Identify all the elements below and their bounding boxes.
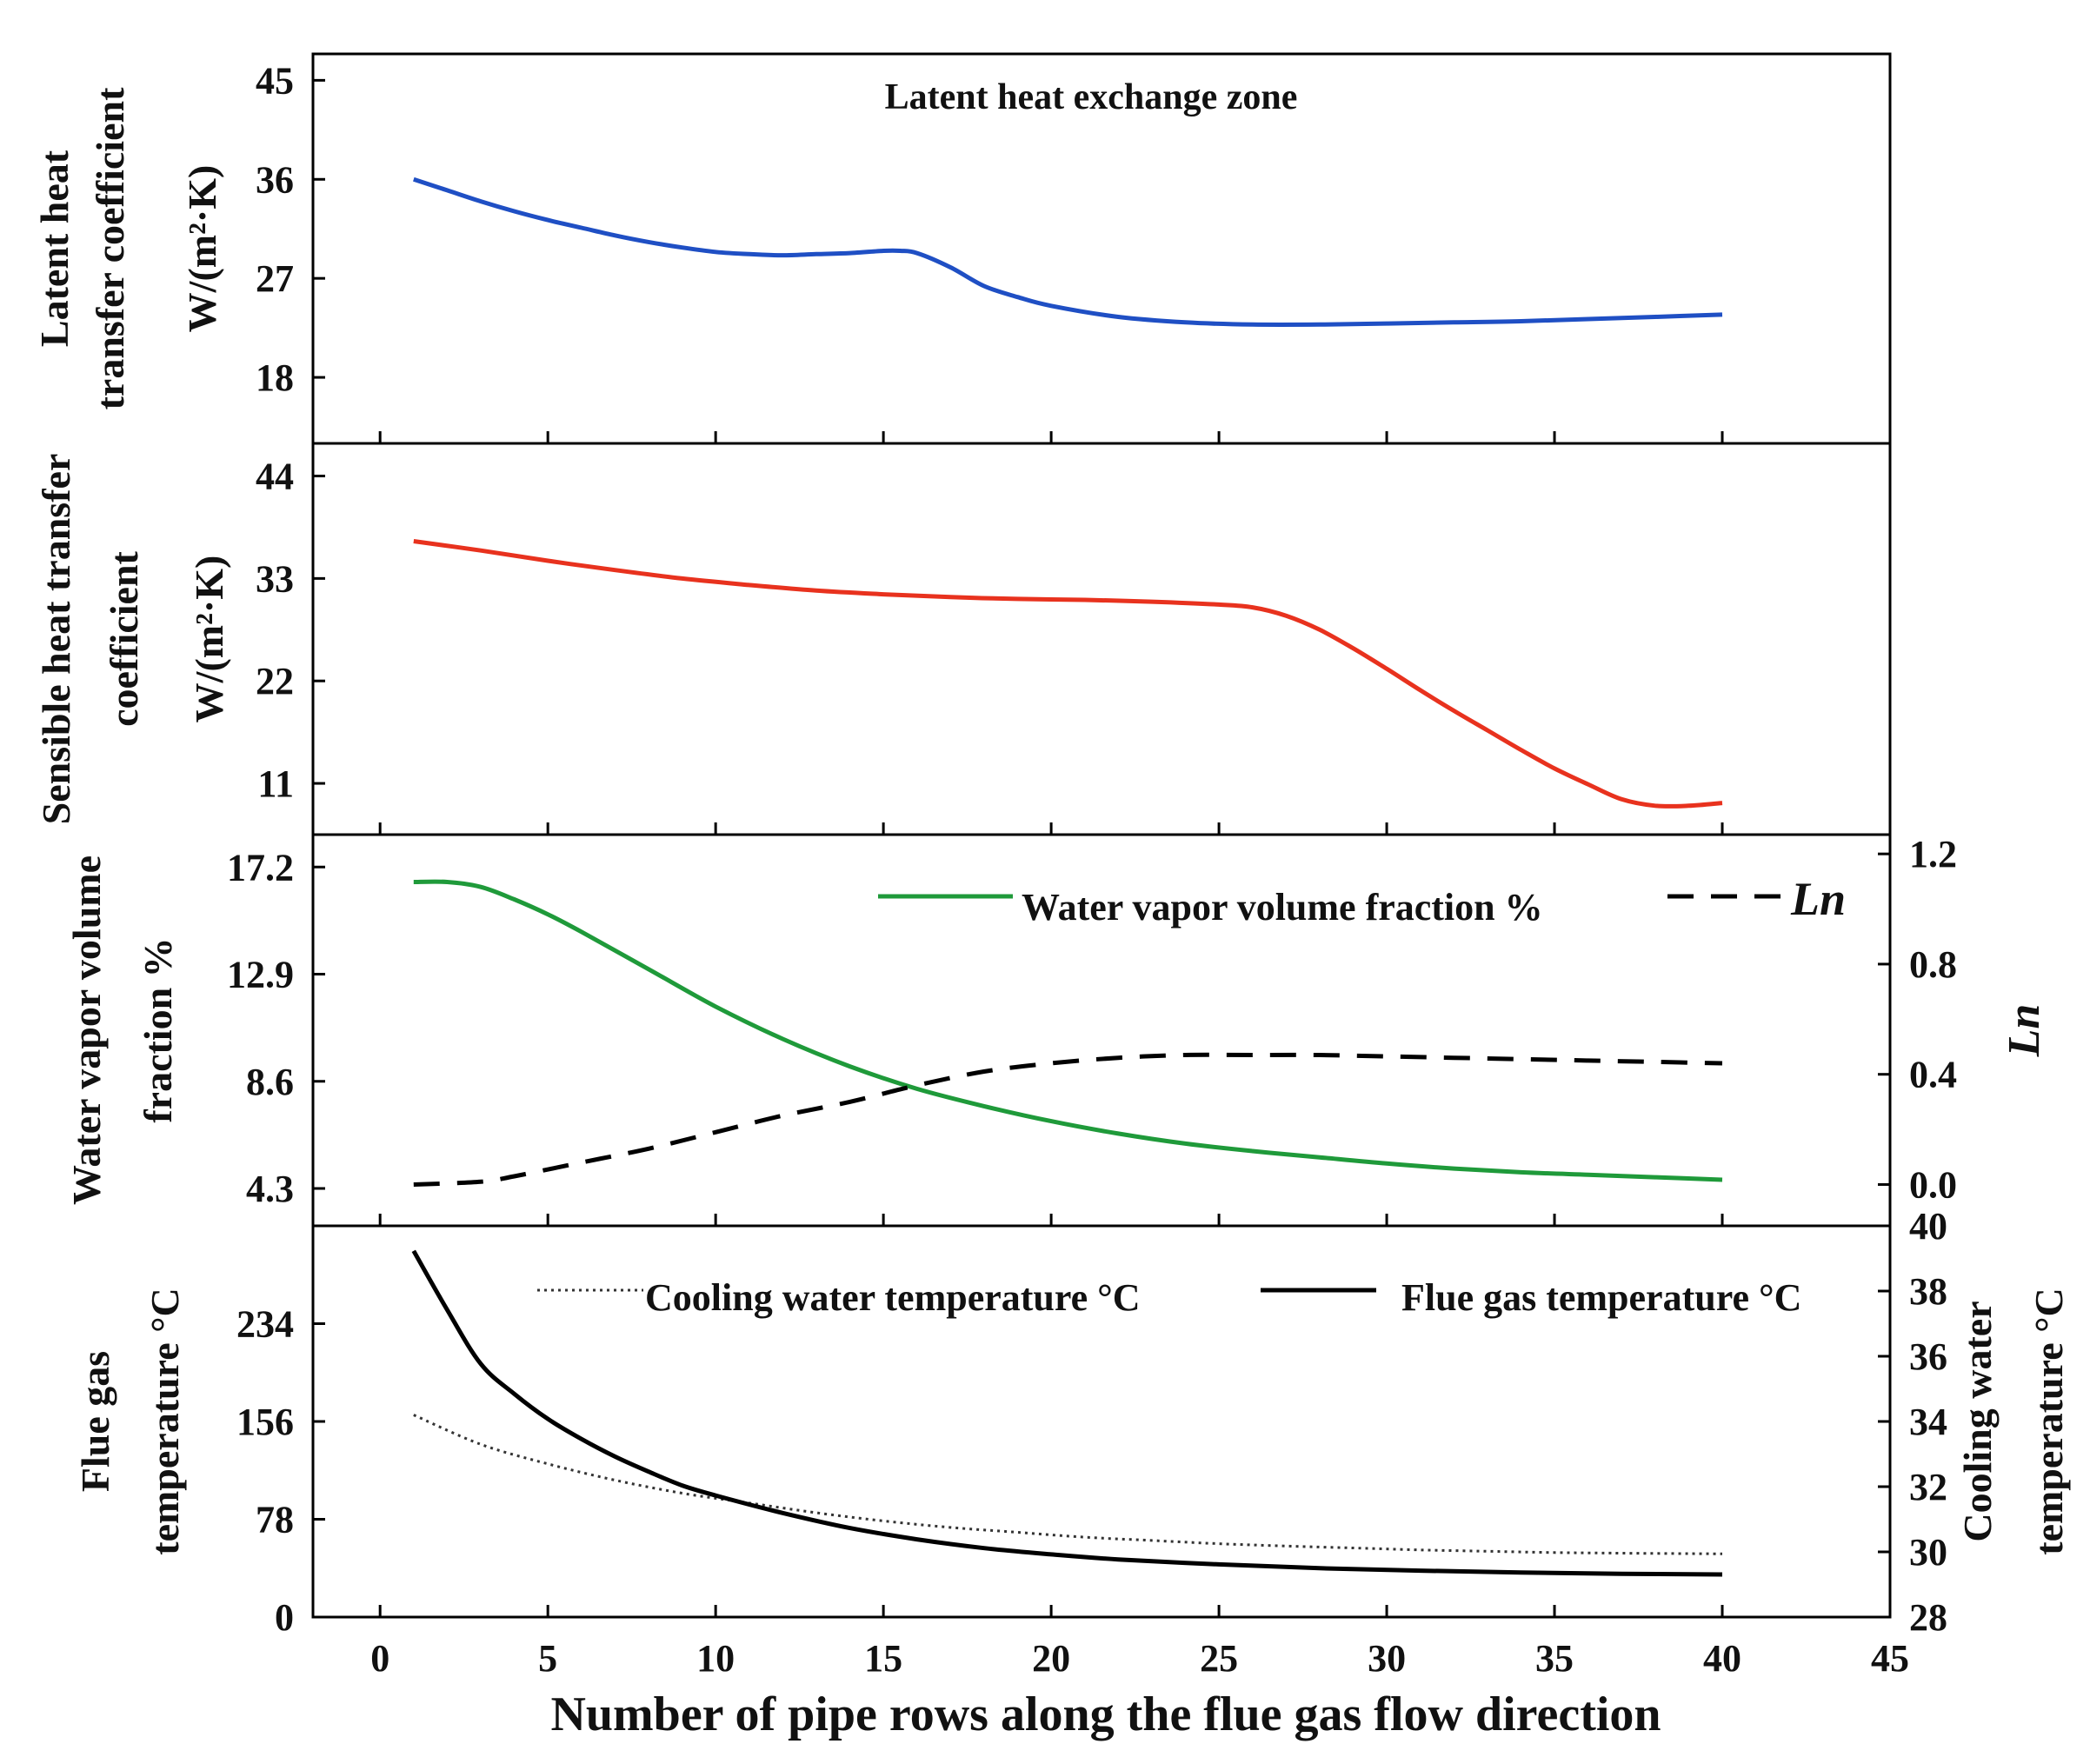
- y-axis-label-line: W/(m²·K): [180, 165, 224, 333]
- right-y-axis-label-line: temperature °C: [2027, 1288, 2071, 1555]
- right-y-tick-label: 40: [1909, 1205, 1947, 1248]
- y-tick-label: 78: [256, 1499, 294, 1541]
- y-tick-label: 156: [236, 1401, 294, 1443]
- y-axis-label-line: coefficient: [102, 550, 146, 726]
- right-y-tick-label: 30: [1909, 1531, 1947, 1574]
- series-line-sensible-0: [413, 539, 1723, 809]
- x-tick-label: 25: [1200, 1637, 1238, 1680]
- y-tick-label: 11: [257, 762, 294, 805]
- y-tick-label: 36: [256, 158, 294, 201]
- legend-label-flue: Flue gas temperature °C: [1401, 1276, 1801, 1319]
- y-tick-label: 18: [256, 356, 294, 399]
- x-tick-label: 45: [1871, 1637, 1909, 1680]
- x-tick-label: 15: [864, 1637, 902, 1680]
- y-tick-label: 22: [256, 660, 294, 702]
- right-y-tick-label: 36: [1909, 1335, 1947, 1378]
- legend-label-vapor: Water vapor volume fraction %: [1022, 886, 1543, 929]
- x-axis-label: Number of pipe rows along the flue gas f…: [550, 1687, 1661, 1741]
- y-tick-label: 27: [256, 257, 294, 300]
- y-tick-label: 45: [256, 59, 294, 102]
- right-y-tick-label: 34: [1909, 1401, 1947, 1443]
- y-axis-label-line: Latent heat: [32, 150, 77, 347]
- x-tick-label: 30: [1368, 1637, 1406, 1680]
- y-tick-label: 8.6: [246, 1061, 294, 1103]
- legend-label-cooling: Cooling water temperature °C: [645, 1276, 1141, 1319]
- y-axis-label-line: temperature °C: [143, 1288, 187, 1555]
- series-line-temperature-1: [411, 1249, 1723, 1577]
- y-tick-label: 33: [256, 557, 294, 600]
- right-y-axis-label-line: Cooling water: [1955, 1301, 2000, 1541]
- series-line-vapor-0: [413, 879, 1723, 1182]
- right-y-tick-label: 32: [1909, 1466, 1947, 1508]
- right-y-tick-label: 0.0: [1909, 1163, 1957, 1206]
- y-tick-label: 12.9: [227, 954, 294, 996]
- x-tick-label: 5: [538, 1637, 557, 1680]
- x-tick-label: 40: [1703, 1637, 1741, 1680]
- x-tick-label: 20: [1032, 1637, 1070, 1680]
- right-y-tick-label: 38: [1909, 1270, 1947, 1313]
- y-axis-label-line: transfer coefficient: [88, 87, 132, 409]
- x-tick-label: 10: [696, 1637, 735, 1680]
- x-tick-label: 0: [370, 1637, 389, 1680]
- y-tick-label: 17.2: [227, 846, 294, 889]
- y-axis-label-line: fraction %: [136, 937, 180, 1122]
- y-axis-label-line: W/(m²·K): [187, 556, 231, 723]
- y-tick-label: 0: [275, 1596, 294, 1639]
- x-tick-label: 35: [1535, 1637, 1574, 1680]
- legend-label-ln: Ln: [1790, 873, 1846, 925]
- right-y-tick-label: 1.2: [1909, 833, 1957, 875]
- right-y-tick-label: 0.8: [1909, 943, 1957, 986]
- right-y-tick-label: 0.4: [1909, 1054, 1957, 1096]
- y-tick-label: 4.3: [246, 1168, 294, 1210]
- y-axis-label-line: Flue gas: [73, 1351, 117, 1492]
- y-tick-label: 234: [236, 1303, 294, 1346]
- y-axis-label-line: Water vapor volume: [64, 855, 109, 1205]
- panel-annotation: Latent heat exchange zone: [885, 77, 1298, 117]
- right-y-tick-label: 28: [1909, 1596, 1947, 1639]
- y-axis-label-line: Sensible heat transfer: [34, 454, 78, 825]
- y-tick-label: 44: [256, 456, 294, 498]
- right-y-axis-label: Ln: [2000, 1004, 2049, 1058]
- series-line-latent-0: [413, 176, 1723, 328]
- series-line-temperature-0: [413, 1414, 1723, 1555]
- series-line-vapor-1: [413, 1052, 1723, 1187]
